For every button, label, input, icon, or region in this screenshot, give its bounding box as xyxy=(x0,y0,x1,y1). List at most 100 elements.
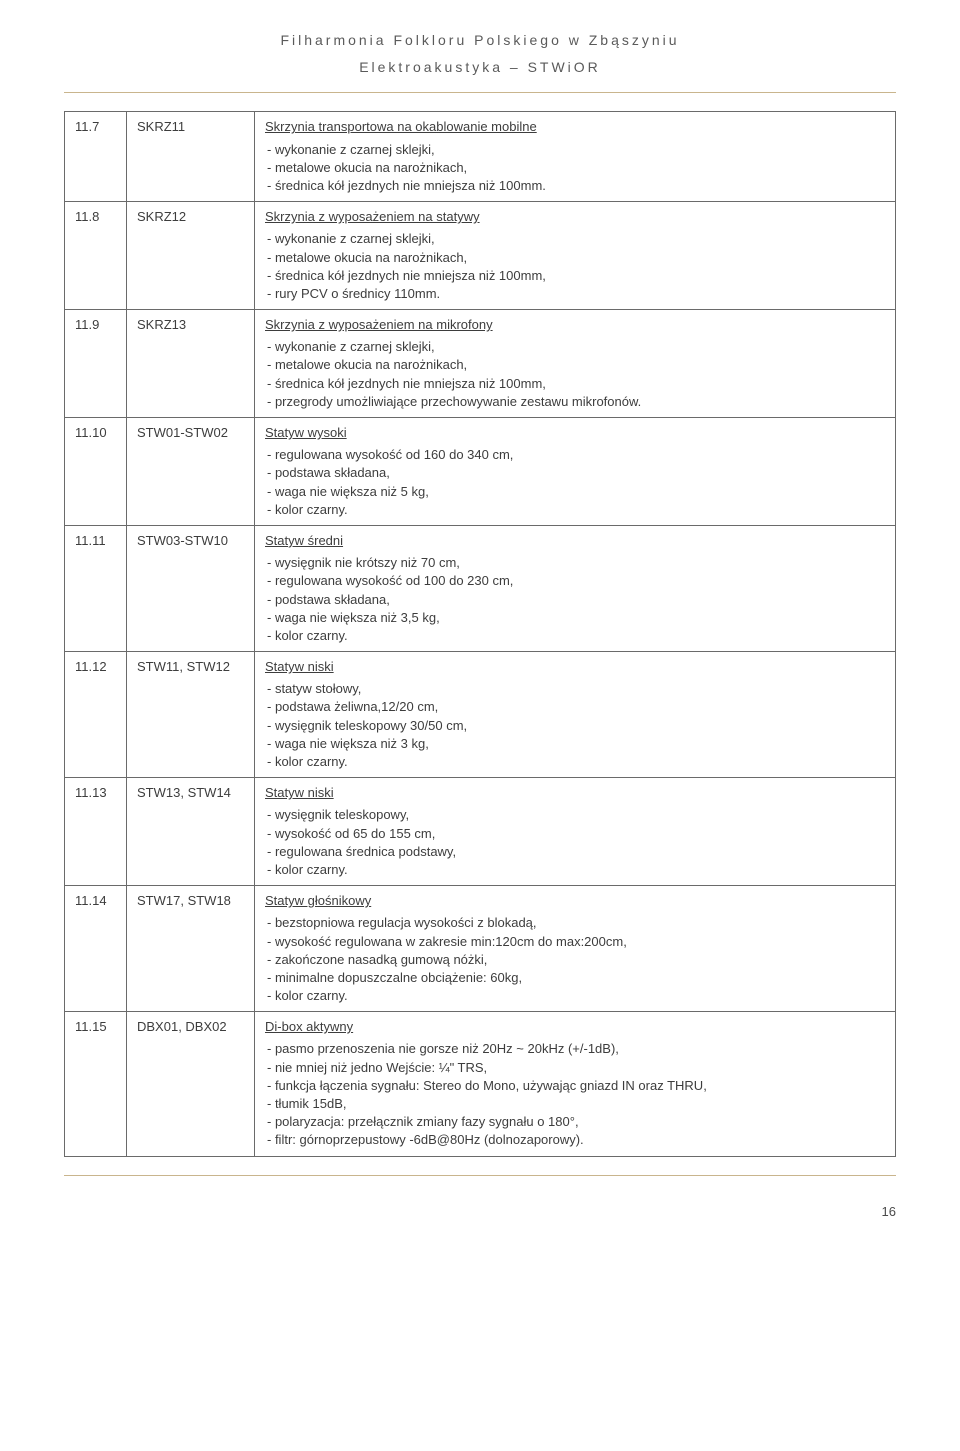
row-number: 11.8 xyxy=(65,202,127,310)
detail-line: - wykonanie z czarnej sklejki, xyxy=(265,338,885,356)
detail-line: - wysokość od 65 do 155 cm, xyxy=(265,825,885,843)
detail-line: - nie mniej niż jedno Wejście: ¼" TRS, xyxy=(265,1059,885,1077)
row-number: 11.10 xyxy=(65,418,127,526)
detail-line: - wykonanie z czarnej sklejki, xyxy=(265,141,885,159)
row-description: Statyw niski - statyw stołowy,- podstawa … xyxy=(255,652,896,778)
row-title: Skrzynia z wyposażeniem na statywy xyxy=(265,209,480,224)
row-number: 11.9 xyxy=(65,310,127,418)
row-code: STW01-STW02 xyxy=(127,418,255,526)
page-container: Filharmonia Folkloru Polskiego w Zbąszyn… xyxy=(0,0,960,1249)
row-number: 11.13 xyxy=(65,778,127,886)
table-row: 11.8SKRZ12Skrzynia z wyposażeniem na sta… xyxy=(65,202,896,310)
row-details: - bezstopniowa regulacja wysokości z blo… xyxy=(265,914,885,1005)
detail-line: - wysięgnik teleskopowy, xyxy=(265,806,885,824)
detail-line: - średnica kół jezdnych nie mniejsza niż… xyxy=(265,375,885,393)
row-number: 11.7 xyxy=(65,112,127,202)
row-number: 11.14 xyxy=(65,886,127,1012)
row-number: 11.11 xyxy=(65,525,127,651)
detail-line: - metalowe okucia na narożnikach, xyxy=(265,356,885,374)
detail-line: - rury PCV o średnicy 110mm. xyxy=(265,285,885,303)
row-details: - wysięgnik teleskopowy,- wysokość od 65… xyxy=(265,806,885,879)
header-subtitle: Elektroakustyka – STWiOR xyxy=(64,55,896,80)
row-details: - wykonanie z czarnej sklejki,- metalowe… xyxy=(265,230,885,303)
detail-line: - kolor czarny. xyxy=(265,861,885,879)
detail-line: - tłumik 15dB, xyxy=(265,1095,885,1113)
row-details: - statyw stołowy,- podstawa żeliwna,12/2… xyxy=(265,680,885,771)
detail-line: - podstawa składana, xyxy=(265,464,885,482)
row-title: Statyw niski xyxy=(265,785,334,800)
detail-line: - regulowana wysokość od 100 do 230 cm, xyxy=(265,572,885,590)
row-code: DBX01, DBX02 xyxy=(127,1012,255,1156)
row-title: Statyw niski xyxy=(265,659,334,674)
row-details: - regulowana wysokość od 160 do 340 cm,-… xyxy=(265,446,885,519)
detail-line: - zakończone nasadką gumową nóżki, xyxy=(265,951,885,969)
row-description: Skrzynia z wyposażeniem na mikrofony - wy… xyxy=(255,310,896,418)
detail-line: - waga nie większa niż 3 kg, xyxy=(265,735,885,753)
row-title: Skrzynia transportowa na okablowanie mob… xyxy=(265,119,537,134)
detail-line: - regulowana średnica podstawy, xyxy=(265,843,885,861)
row-code: SKRZ12 xyxy=(127,202,255,310)
detail-line: - metalowe okucia na narożnikach, xyxy=(265,249,885,267)
row-title: Skrzynia z wyposażeniem na mikrofony xyxy=(265,317,493,332)
row-title: Statyw średni xyxy=(265,533,343,548)
row-description: Di-box aktywny - pasmo przenoszenia nie g… xyxy=(255,1012,896,1156)
detail-line: - wysokość regulowana w zakresie min:120… xyxy=(265,933,885,951)
detail-line: - podstawa żeliwna,12/20 cm, xyxy=(265,698,885,716)
detail-line: - przegrody umożliwiające przechowywanie… xyxy=(265,393,885,411)
detail-line: - metalowe okucia na narożnikach, xyxy=(265,159,885,177)
row-details: - wysięgnik nie krótszy niż 70 cm,- regu… xyxy=(265,554,885,645)
detail-line: - pasmo przenoszenia nie gorsze niż 20Hz… xyxy=(265,1040,885,1058)
detail-line: - wysięgnik nie krótszy niż 70 cm, xyxy=(265,554,885,572)
document-header: Filharmonia Folkloru Polskiego w Zbąszyn… xyxy=(64,28,896,80)
table-row: 11.12STW11, STW12 Statyw niski - statyw st… xyxy=(65,652,896,778)
row-code: STW03-STW10 xyxy=(127,525,255,651)
row-details: - wykonanie z czarnej sklejki,- metalowe… xyxy=(265,141,885,196)
row-description: Statyw wysoki - regulowana wysokość od 16… xyxy=(255,418,896,526)
row-code: SKRZ13 xyxy=(127,310,255,418)
row-details: - wykonanie z czarnej sklejki,- metalowe… xyxy=(265,338,885,411)
header-divider xyxy=(64,92,896,93)
header-title: Filharmonia Folkloru Polskiego w Zbąszyn… xyxy=(64,28,896,53)
detail-line: - kolor czarny. xyxy=(265,987,885,1005)
table-row: 11.11STW03-STW10 Statyw średni - wysięgnik… xyxy=(65,525,896,651)
table-row: 11.13STW13, STW14 Statyw niski - wysięgnik… xyxy=(65,778,896,886)
detail-line: - średnica kół jezdnych nie mniejsza niż… xyxy=(265,177,885,195)
detail-line: - kolor czarny. xyxy=(265,627,885,645)
spec-table: 11.7SKRZ11 Skrzynia transportowa na okabl… xyxy=(64,111,896,1156)
detail-line: - podstawa składana, xyxy=(265,591,885,609)
detail-line: - polaryzacja: przełącznik zmiany fazy s… xyxy=(265,1113,885,1131)
row-code: STW17, STW18 xyxy=(127,886,255,1012)
detail-line: - funkcja łączenia sygnału: Stereo do Mo… xyxy=(265,1077,885,1095)
row-description: Skrzynia z wyposażeniem na statywy - wyko… xyxy=(255,202,896,310)
row-title: Di-box aktywny xyxy=(265,1019,353,1034)
row-title: Statyw głośnikowy xyxy=(265,893,371,908)
detail-line: - kolor czarny. xyxy=(265,753,885,771)
row-code: SKRZ11 xyxy=(127,112,255,202)
row-description: Skrzynia transportowa na okablowanie mob… xyxy=(255,112,896,202)
row-details: - pasmo przenoszenia nie gorsze niż 20Hz… xyxy=(265,1040,885,1149)
footer-divider xyxy=(64,1175,896,1176)
detail-line: - kolor czarny. xyxy=(265,501,885,519)
row-number: 11.12 xyxy=(65,652,127,778)
table-row: 11.14STW17, STW18 Statyw głośnikowy - bezs… xyxy=(65,886,896,1012)
detail-line: - bezstopniowa regulacja wysokości z blo… xyxy=(265,914,885,932)
detail-line: - wykonanie z czarnej sklejki, xyxy=(265,230,885,248)
detail-line: - wysięgnik teleskopowy 30/50 cm, xyxy=(265,717,885,735)
row-code: STW13, STW14 xyxy=(127,778,255,886)
table-row: 11.15DBX01, DBX02 Di-box aktywny - pasmo p… xyxy=(65,1012,896,1156)
detail-line: - waga nie większa niż 5 kg, xyxy=(265,483,885,501)
detail-line: - waga nie większa niż 3,5 kg, xyxy=(265,609,885,627)
row-code: STW11, STW12 xyxy=(127,652,255,778)
detail-line: - średnica kół jezdnych nie mniejsza niż… xyxy=(265,267,885,285)
row-description: Statyw niski - wysięgnik teleskopowy,- wy… xyxy=(255,778,896,886)
detail-line: - statyw stołowy, xyxy=(265,680,885,698)
table-row: 11.10STW01-STW02 Statyw wysoki - regulowan… xyxy=(65,418,896,526)
detail-line: - regulowana wysokość od 160 do 340 cm, xyxy=(265,446,885,464)
row-title: Statyw wysoki xyxy=(265,425,347,440)
row-number: 11.15 xyxy=(65,1012,127,1156)
detail-line: - filtr: górnoprzepustowy -6dB@80Hz (dol… xyxy=(265,1131,885,1149)
table-row: 11.9SKRZ13Skrzynia z wyposażeniem na mik… xyxy=(65,310,896,418)
row-description: Statyw średni - wysięgnik nie krótszy niż… xyxy=(255,525,896,651)
table-row: 11.7SKRZ11 Skrzynia transportowa na okabl… xyxy=(65,112,896,202)
page-number: 16 xyxy=(64,1204,896,1219)
